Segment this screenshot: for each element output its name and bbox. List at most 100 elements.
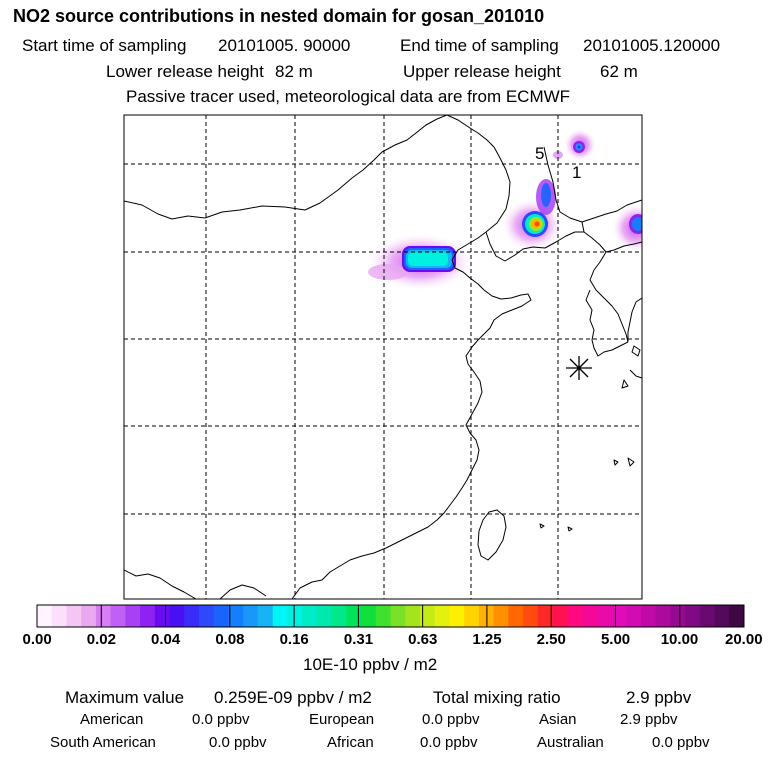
colorbar-cell [199, 605, 215, 627]
colorbar-tick-label: 5.00 [600, 631, 631, 648]
colorbar-tick-label: 0.16 [279, 631, 309, 648]
contour-label-1: 1 [572, 163, 581, 182]
region-value: 0.0 ppbv [422, 711, 480, 728]
colorbar-cell [81, 605, 97, 627]
region-name: Asian [539, 711, 577, 728]
colorbar-cell [493, 605, 509, 627]
region-name: African [327, 734, 374, 751]
colorbar-cell [228, 605, 244, 627]
region-value: 0.0 ppbv [192, 711, 250, 728]
colorbar-frame [36, 604, 745, 628]
plume-west [368, 234, 472, 290]
colorbar-tick-label: 10.00 [660, 631, 699, 648]
colorbar [37, 605, 745, 627]
colorbar-cell [154, 605, 171, 627]
colorbar-cell [405, 605, 421, 627]
colorbar-cell [51, 605, 67, 627]
colorbar-cell [552, 605, 568, 627]
colorbar-cell [169, 605, 185, 627]
plume-north [553, 129, 596, 161]
region-value: 2.9 ppbv [620, 711, 678, 728]
colorbar-cell [640, 605, 657, 627]
colorbar-cell [287, 605, 303, 627]
colorbar-tick-label: 0.31 [343, 631, 374, 648]
total-mixing-value: 2.9 ppbv [626, 688, 692, 707]
region-value: 0.0 ppbv [209, 734, 267, 751]
colorbar-cell [596, 605, 612, 627]
colorbar-cell [655, 605, 671, 627]
region-name: American [80, 711, 144, 728]
colorbar-cell [272, 605, 288, 627]
colorbar-cell [346, 605, 362, 627]
colorbar-cell [95, 605, 112, 627]
upper-release-label: Upper release height [403, 62, 561, 81]
colorbar-cell [434, 605, 450, 627]
map-frame [123, 114, 643, 600]
colorbar-cell [316, 605, 333, 627]
colorbar-tick-label: 0.02 [86, 631, 116, 648]
colorbar-cell [213, 605, 229, 627]
colorbar-unit: 10E-10 ppbv / m2 [303, 655, 438, 674]
colorbar-cell [611, 605, 627, 627]
start-time-label: Start time of sampling [22, 36, 187, 55]
colorbar-tick-label: 0.04 [151, 631, 181, 648]
colorbar-cell [184, 605, 200, 627]
colorbar-cell [419, 605, 436, 627]
colorbar-cell [110, 605, 126, 627]
colorbar-cell [449, 605, 465, 627]
region-name: South American [50, 734, 156, 751]
colorbar-tick-label: 20.00 [725, 631, 763, 648]
colorbar-cell [390, 605, 406, 627]
colorbar-tick-label: 2.50 [536, 631, 566, 648]
tracer-note: Passive tracer used, meteorological data… [126, 87, 571, 106]
map-grid [124, 115, 642, 599]
total-mixing-label: Total mixing ratio [433, 688, 561, 707]
colorbar-cell [714, 605, 730, 627]
colorbar-cell [537, 605, 554, 627]
region-value: 0.0 ppbv [420, 734, 478, 751]
colorbar-cell [508, 605, 524, 627]
map-area: 5 1 [124, 115, 642, 599]
region-name: European [309, 711, 375, 728]
colorbar-tick-label: 0.08 [215, 631, 245, 648]
colorbar-cell [523, 605, 539, 627]
colorbar-tick-label: 0.63 [408, 631, 438, 648]
colorbar-cell [375, 605, 391, 627]
map-title: NO2 source contributions in nested domai… [13, 6, 545, 26]
colorbar-cell [699, 605, 716, 627]
colorbar-cell [581, 605, 598, 627]
upper-release-value: 62 m [600, 62, 638, 81]
end-time-label: End time of sampling [400, 36, 559, 55]
colorbar-cell [243, 605, 259, 627]
coastlines [124, 115, 642, 599]
region-value: 0.0 ppbv [652, 734, 710, 751]
max-value: 0.259E-09 ppbv / m2 [214, 688, 372, 707]
colorbar-cell [140, 605, 156, 627]
colorbar-cell [670, 605, 686, 627]
colorbar-ticks [100, 605, 681, 627]
contour-label-5: 5 [535, 144, 544, 163]
colorbar-cell [464, 605, 480, 627]
colorbar-cell [685, 605, 701, 627]
max-value-label: Maximum value [65, 688, 185, 707]
colorbar-cell [302, 605, 318, 627]
plume-east [612, 204, 642, 252]
region-name: Australian [537, 734, 604, 751]
start-time-value: 20101005. 90000 [218, 36, 351, 55]
plume-northeast [502, 179, 562, 251]
colorbar-tick-label: 1.25 [472, 631, 502, 648]
lower-release-value: 82 m [275, 62, 313, 81]
lower-release-label: Lower release height [106, 62, 264, 81]
colorbar-tick-label: 0.00 [22, 631, 52, 648]
colorbar-cell [37, 605, 53, 627]
gosan-station-marker [566, 356, 592, 380]
colorbar-cell [257, 605, 274, 627]
colorbar-cell [66, 605, 82, 627]
colorbar-cell [361, 605, 377, 627]
colorbar-cell [567, 605, 583, 627]
colorbar-cell [626, 605, 642, 627]
colorbar-cell [331, 605, 347, 627]
colorbar-cell [729, 605, 745, 627]
colorbar-cell [125, 605, 141, 627]
